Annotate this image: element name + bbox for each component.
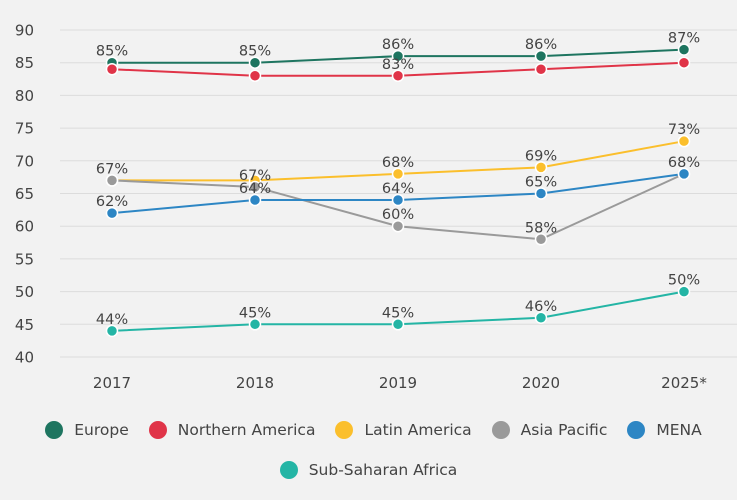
legend-label-northern-america: Northern America [177,421,316,439]
data-label-northern-america: 83% [382,57,414,73]
point-mena[interactable] [391,193,405,207]
point-sub-saharan-africa[interactable] [105,324,119,338]
y-tick-label: 55 [15,250,34,268]
point-sub-saharan-africa[interactable] [534,311,548,325]
data-label-latin-america: 68% [382,155,414,171]
legend-item-europe[interactable]: Europe [45,421,129,439]
point-europe[interactable] [248,56,262,69]
point-northern-america[interactable] [534,62,548,76]
series-points [105,43,691,338]
legend-swatch-latin-america [335,421,354,439]
y-tick-label: 90 [15,22,34,40]
legend: Europe Northern America Latin America As… [0,410,737,490]
legend-row-1: Europe Northern America Latin America As… [10,410,737,450]
data-label-europe: 86% [382,37,414,53]
point-latin-america[interactable] [677,134,691,148]
data-label-sub-saharan-africa: 44% [96,312,128,328]
data-label-asia-pacific: 67% [239,168,271,184]
data-label-europe: 87% [668,31,700,47]
legend-item-northern-america[interactable]: Northern America [148,421,316,439]
point-sub-saharan-africa[interactable] [677,285,691,298]
legend-item-sub-saharan-africa[interactable]: Sub-Saharan Africa [279,461,458,479]
data-label-mena: 68% [668,155,700,171]
data-label-sub-saharan-africa: 45% [382,305,414,321]
y-tick-label: 45 [15,316,34,334]
y-tick-label: 70 [15,152,34,170]
y-tick-label: 65 [15,185,34,203]
point-europe[interactable] [534,49,548,63]
data-label-mena: 64% [239,181,271,197]
y-tick-label: 60 [15,218,34,236]
point-asia-pacific[interactable] [534,233,548,246]
data-label-latin-america: 73% [668,122,700,138]
y-tick-label: 40 [15,349,34,367]
x-axis: 2017 2018 2019 2020 2025* [93,374,707,392]
point-mena[interactable] [248,193,262,207]
data-label-latin-america: 69% [525,148,557,164]
y-tick-label: 50 [15,283,34,301]
point-mena[interactable] [105,206,119,220]
legend-row-2: Sub-Saharan Africa [0,450,737,490]
legend-label-europe: Europe [74,421,129,439]
point-europe[interactable] [391,49,405,63]
point-mena[interactable] [534,187,548,200]
point-asia-pacific[interactable] [105,174,119,187]
point-sub-saharan-africa[interactable] [391,318,405,331]
legend-swatch-mena [627,421,646,439]
data-label-sub-saharan-africa: 50% [668,273,700,289]
x-tick-label: 2017 [93,374,131,392]
legend-label-asia-pacific: Asia Pacific [520,421,608,439]
legend-swatch-europe [45,421,64,439]
data-label-europe: 86% [525,37,557,53]
point-northern-america[interactable] [391,69,405,83]
point-northern-america[interactable] [248,69,262,83]
point-sub-saharan-africa[interactable] [248,318,262,331]
x-tick-label: 2020 [522,374,560,392]
data-label-europe: 85% [239,44,271,60]
legend-label-mena: MENA [656,421,702,439]
point-asia-pacific[interactable] [248,180,262,194]
data-label-asia-pacific: 60% [382,207,414,223]
x-tick-label: 2018 [236,374,274,392]
data-label-asia-pacific: 67% [96,161,128,177]
y-axis: 40 45 50 55 60 65 70 75 80 85 90 [15,22,34,367]
y-tick-label: 85 [15,54,34,72]
point-northern-america[interactable] [677,56,691,69]
x-tick-label: 2025* [661,374,707,392]
data-label-mena: 62% [96,194,128,210]
point-latin-america[interactable] [391,167,405,181]
y-tick-label: 80 [15,87,34,105]
legend-item-asia-pacific[interactable]: Asia Pacific [491,421,608,439]
data-label-europe: 85% [96,44,128,60]
legend-label-sub-saharan-africa: Sub-Saharan Africa [308,461,458,479]
legend-item-latin-america[interactable]: Latin America [335,421,472,439]
point-europe[interactable] [677,43,691,56]
point-northern-america[interactable] [105,62,119,76]
y-tick-label: 75 [15,120,34,138]
x-tick-label: 2019 [379,374,417,392]
data-label-sub-saharan-africa: 46% [525,299,557,315]
data-label-mena: 64% [382,181,414,197]
data-label-asia-pacific: 58% [525,220,557,236]
legend-label-latin-america: Latin America [364,421,472,439]
legend-swatch-asia-pacific [491,421,510,439]
legend-swatch-northern-america [148,421,167,439]
data-label-mena: 65% [525,175,557,191]
point-latin-america[interactable] [534,161,548,174]
data-labels: 85% 85% 86% 86% 87% 83% 68% 69% 73% 67% 67% 60% 58% 6… [96,31,700,328]
point-asia-pacific[interactable] [391,219,405,233]
data-label-sub-saharan-africa: 45% [239,305,271,321]
point-mena[interactable] [677,167,691,181]
legend-item-mena[interactable]: MENA [627,421,702,439]
legend-swatch-sub-saharan-africa [279,461,298,479]
